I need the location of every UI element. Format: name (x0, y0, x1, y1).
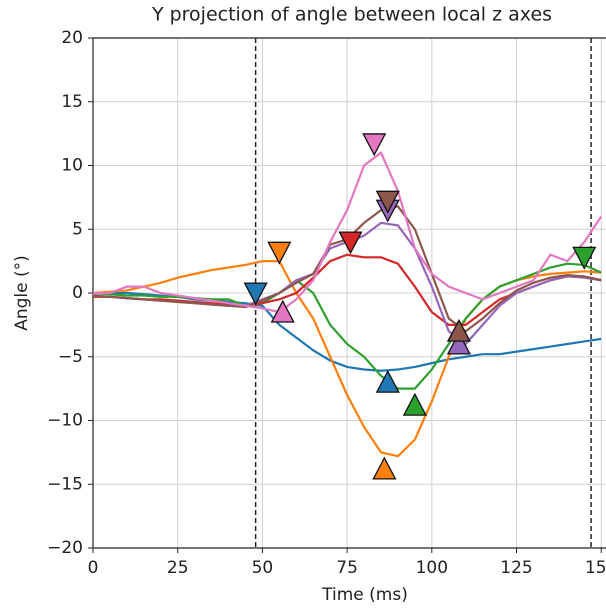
y-axis-label: Angle (°) (12, 255, 32, 331)
x-axis-label: Time (ms) (321, 585, 408, 605)
event-marker (375, 190, 400, 214)
event-marker (446, 318, 471, 342)
event-marker (267, 241, 292, 265)
y-tick-label: 0 (72, 283, 83, 303)
event-marker (402, 392, 427, 416)
y-tick-label: −15 (47, 474, 83, 494)
event-marker (375, 369, 400, 393)
y-tick-label: 5 (72, 219, 83, 239)
event-marker (338, 231, 363, 255)
event-marker (572, 246, 597, 270)
event-marker (243, 282, 268, 306)
y-tick-label: −5 (58, 347, 83, 367)
chart-title: Y projection of angle between local z ax… (151, 4, 552, 26)
x-tick-label: 100 (416, 558, 448, 578)
x-tick-label: 125 (500, 558, 532, 578)
x-tick-label: 25 (167, 558, 189, 578)
x-tick-label: 150 (585, 558, 606, 578)
y-tick-label: 20 (61, 28, 83, 48)
x-tick-label: 50 (252, 558, 274, 578)
y-tick-label: −10 (47, 411, 83, 431)
y-tick-label: −20 (47, 538, 83, 558)
event-marker (270, 299, 295, 323)
event-marker (362, 133, 387, 157)
series-line (93, 151, 603, 314)
x-tick-label: 75 (336, 558, 358, 578)
y-tick-label: 15 (61, 92, 83, 112)
event-marker (372, 456, 397, 480)
y-tick-label: 10 (61, 156, 83, 176)
x-tick-label: 0 (88, 558, 99, 578)
event-marker (446, 331, 471, 355)
series-line (92, 262, 602, 390)
